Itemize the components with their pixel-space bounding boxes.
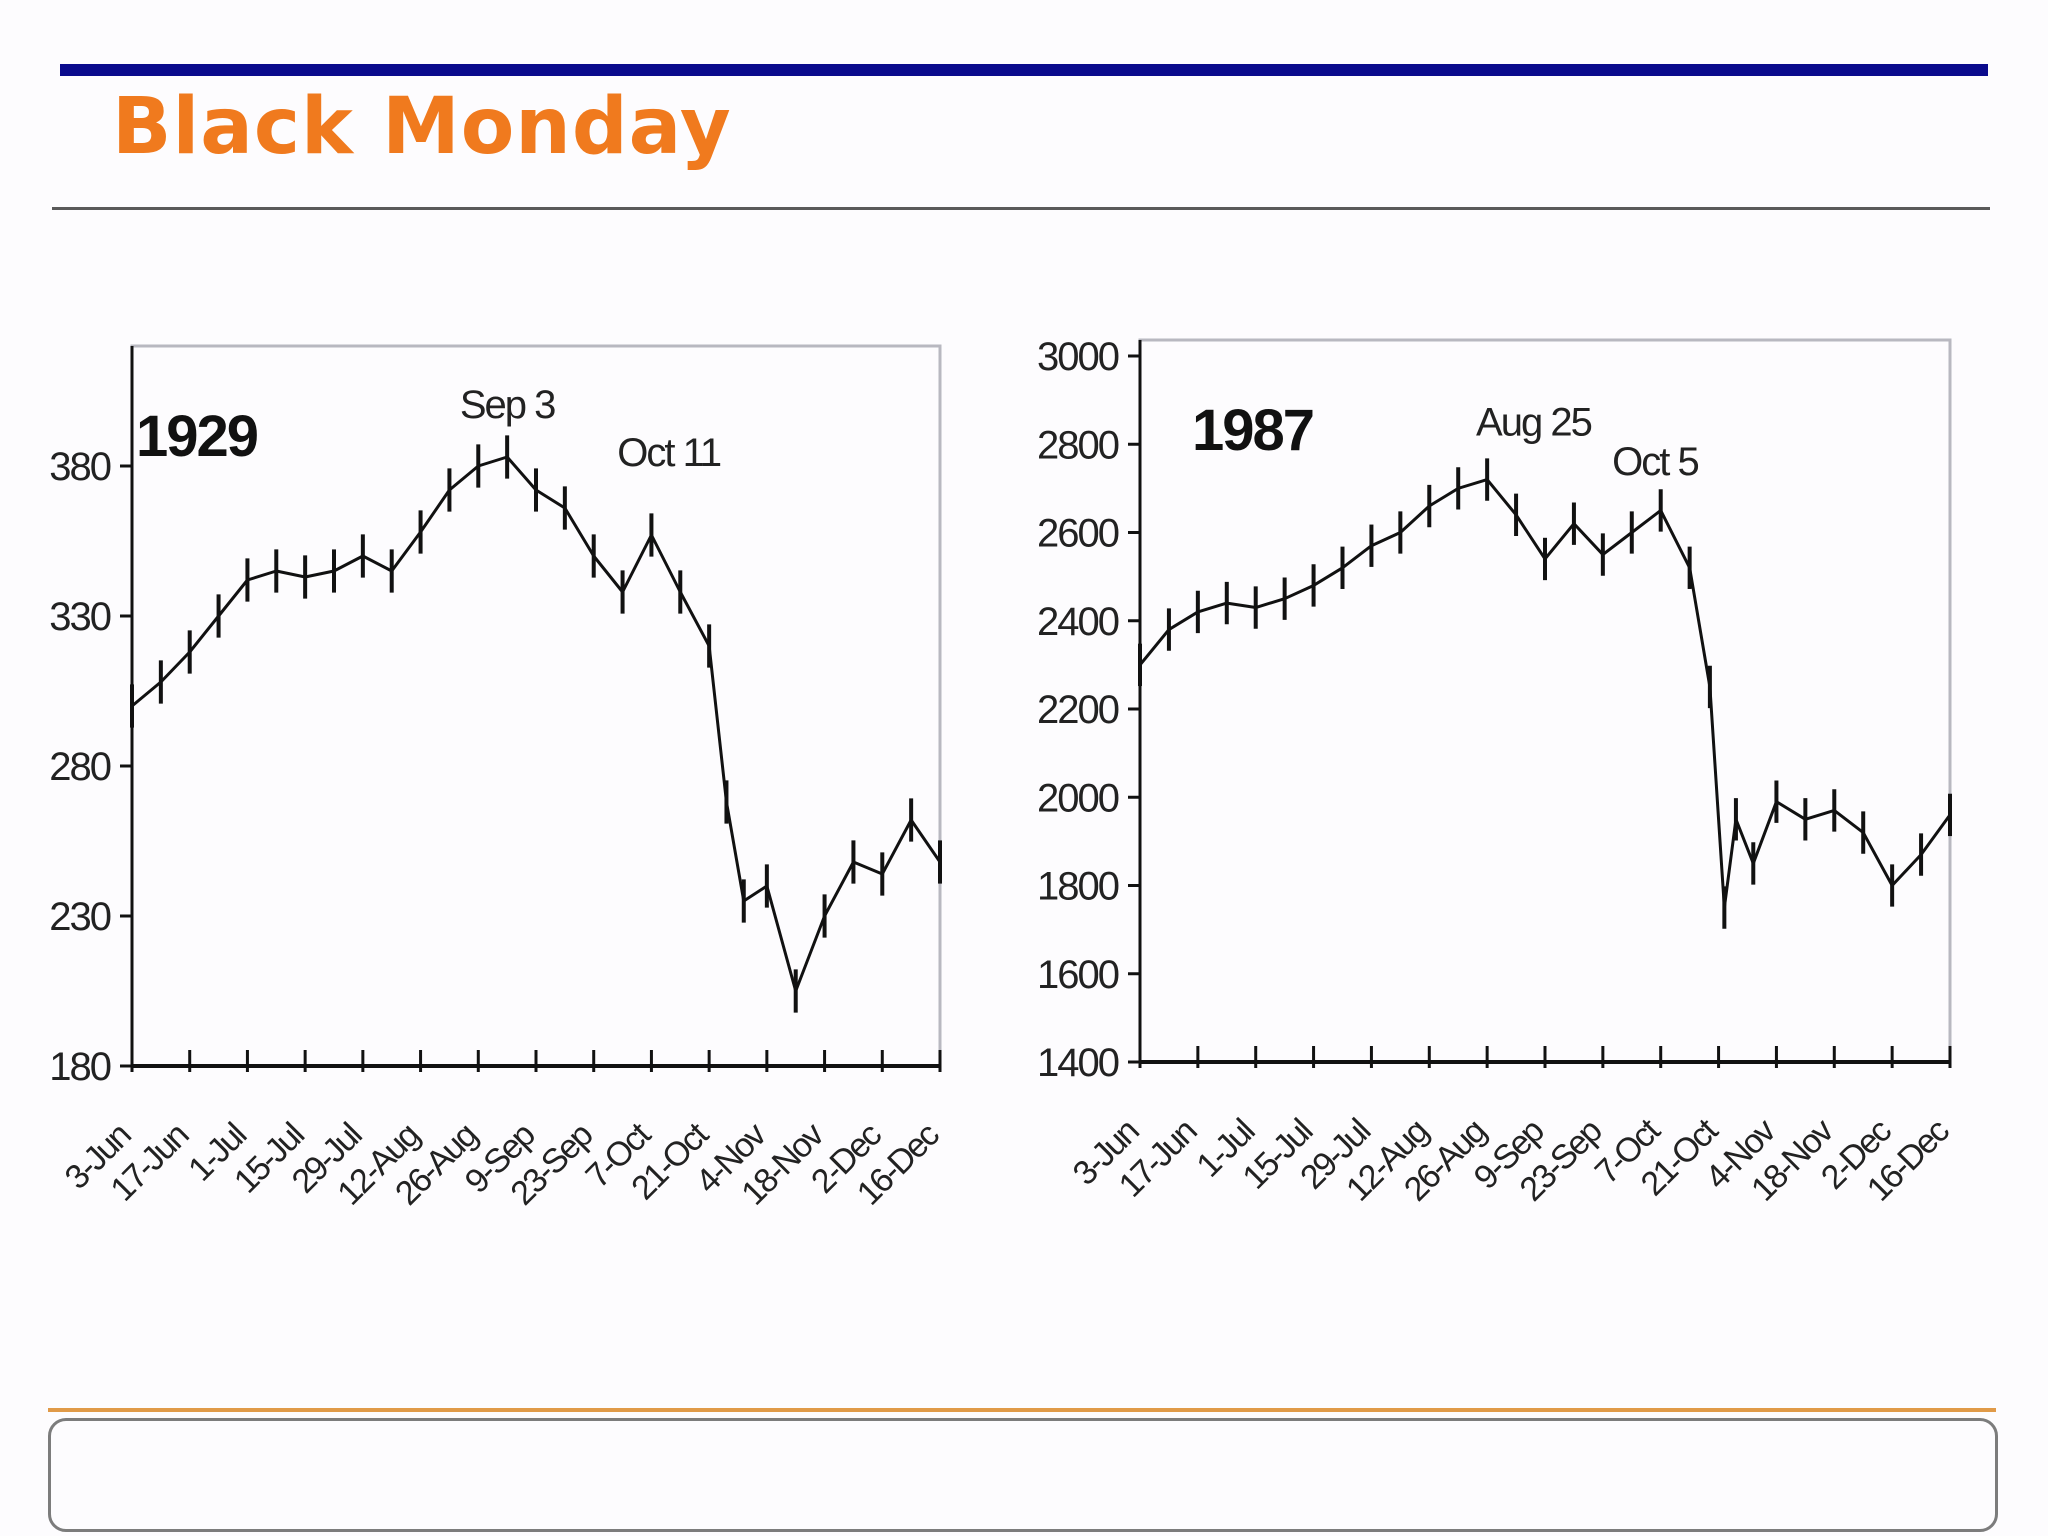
footer-box xyxy=(48,1418,1998,1532)
y-tick-label: 1600 xyxy=(1037,953,1119,997)
chart-year-label: 1929 xyxy=(136,404,258,469)
y-tick-label: 180 xyxy=(49,1045,110,1089)
title-divider xyxy=(52,207,1990,210)
footer-accent-rule xyxy=(48,1408,1996,1412)
series-line xyxy=(131,455,942,993)
annotation-label: Aug 25 xyxy=(1476,400,1592,444)
annotation-label: Sep 3 xyxy=(460,383,555,427)
y-tick-label: 2000 xyxy=(1037,776,1119,820)
y-tick-label: 230 xyxy=(49,895,110,939)
y-tick-label: 330 xyxy=(49,595,110,639)
y-tick-label: 3000 xyxy=(1037,335,1119,379)
chart-1929: 1802302803303803-Jun17-Jun1-Jul15-Jul29-… xyxy=(49,344,947,1213)
annotation-label: Oct 5 xyxy=(1612,440,1698,484)
y-tick-label: 1800 xyxy=(1037,865,1119,909)
y-tick-label: 2800 xyxy=(1037,423,1119,467)
y-tick-label: 2600 xyxy=(1037,512,1119,556)
top-rule xyxy=(60,64,1988,76)
slide-title: Black Monday xyxy=(112,82,732,172)
y-tick-label: 2400 xyxy=(1037,600,1119,644)
chart-1987: 1400160018002000220024002600280030003-Ju… xyxy=(1037,335,1957,1209)
y-tick-label: 280 xyxy=(49,745,110,789)
annotation-label: Oct 11 xyxy=(617,431,721,475)
y-tick-label: 380 xyxy=(49,445,110,489)
y-tick-label: 2200 xyxy=(1037,688,1119,732)
y-tick-label: 1400 xyxy=(1037,1041,1119,1085)
chart-year-label: 1987 xyxy=(1192,398,1313,463)
